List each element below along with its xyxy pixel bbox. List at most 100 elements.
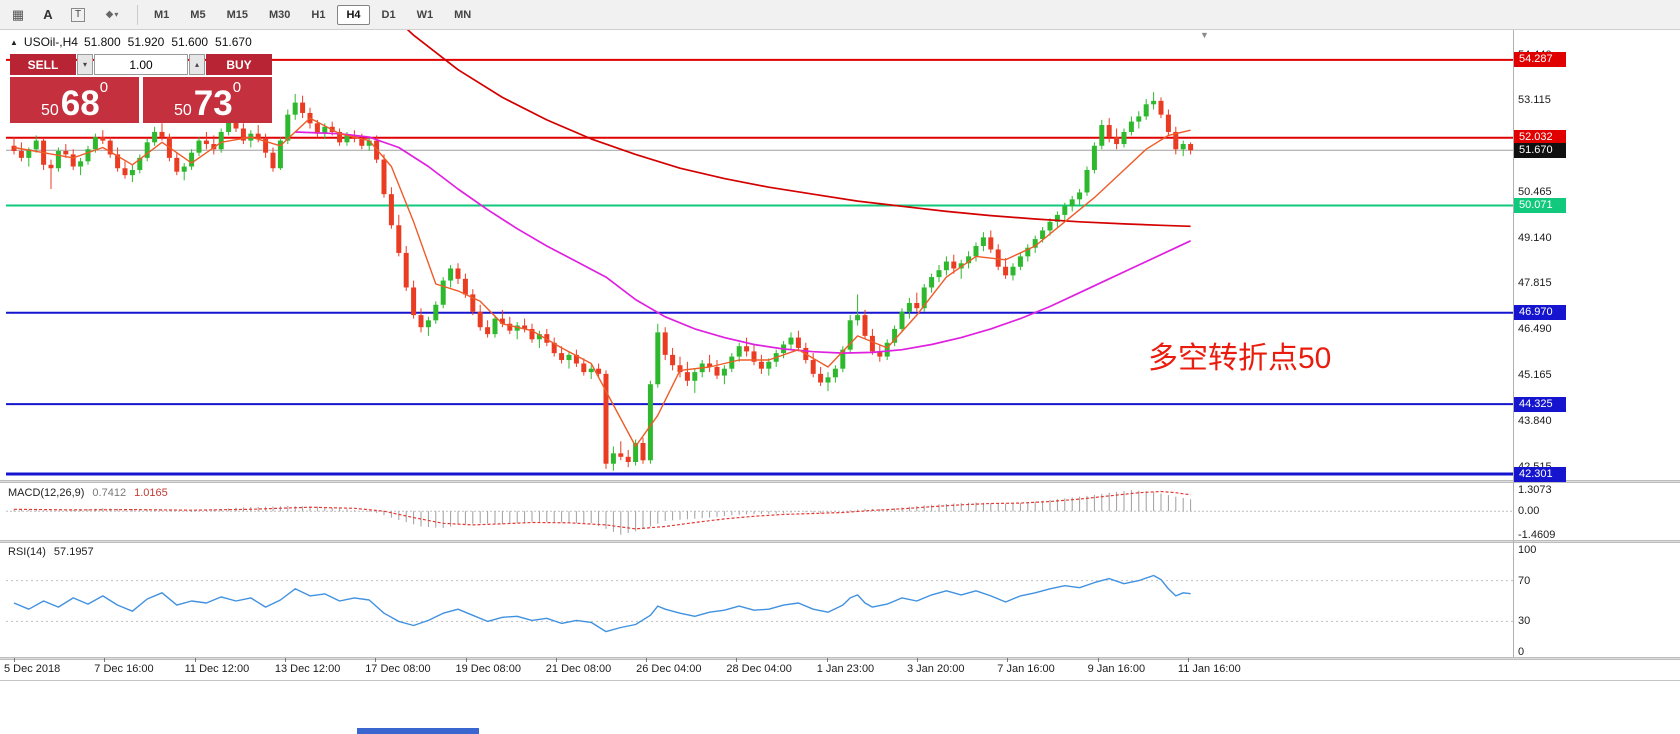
price-tick-label: 50.465: [1518, 185, 1552, 198]
candle-body: [196, 140, 202, 153]
candle-body: [559, 353, 565, 361]
candle-body: [181, 166, 187, 172]
candle-body: [966, 256, 972, 264]
grid-tool-button[interactable]: ▦: [4, 3, 32, 27]
timeframe-button-w1[interactable]: W1: [416, 8, 434, 21]
macd-rsi-splitter[interactable]: [0, 540, 1680, 543]
timeframe-button-h1[interactable]: H1: [311, 8, 326, 21]
label-tool-button[interactable]: A: [34, 3, 62, 27]
buy-price-big-digits: 73: [193, 84, 233, 124]
candle-body: [921, 287, 927, 309]
candle-body: [1025, 247, 1031, 257]
price-axis-border: [1513, 30, 1514, 657]
candle-body: [144, 142, 150, 158]
candle-body: [914, 303, 920, 309]
time-label: 5 Dec 2018: [4, 663, 61, 675]
bottom-tab-fragment[interactable]: [357, 728, 479, 734]
candle-body: [892, 328, 898, 343]
time-label: 9 Jan 16:00: [1087, 663, 1146, 675]
timeframe-button-mn[interactable]: MN: [454, 8, 472, 21]
candle-body: [270, 152, 276, 169]
candle-body: [1091, 145, 1097, 170]
candle-body: [869, 335, 875, 352]
candle-body: [929, 277, 935, 288]
candle-body: [418, 315, 424, 328]
candle-body: [240, 128, 246, 141]
candle-body: [1180, 144, 1186, 150]
candle-body: [744, 346, 750, 352]
candle-body: [936, 270, 942, 278]
candle-body: [655, 332, 661, 385]
rsi-scale-label: 30: [1518, 615, 1531, 628]
candle-body: [536, 334, 542, 340]
sell-button[interactable]: SELL: [10, 54, 76, 75]
volume-input[interactable]: [94, 54, 188, 75]
buy-button[interactable]: BUY: [206, 54, 272, 75]
candle-body: [85, 149, 91, 162]
candle-body: [899, 311, 905, 329]
rsi-scale-label: 100: [1518, 544, 1537, 556]
rsi-label: RSI(14) 57.1957: [8, 546, 94, 558]
candle-body: [277, 140, 283, 169]
symbol-period-label: USOil-,H4: [23, 35, 78, 49]
one-click-toggle-icon[interactable]: ▲: [10, 37, 18, 47]
candle-body: [951, 261, 957, 269]
price-badge-52.032: 52.032: [1514, 130, 1566, 146]
candle-body: [1054, 214, 1060, 222]
sell-price-display[interactable]: 50 68 0: [10, 77, 139, 123]
chart-shift-marker-icon[interactable]: ▼: [1200, 30, 1209, 40]
candle-body: [877, 351, 883, 357]
bottom-strip: [0, 681, 1680, 734]
candle-body: [344, 135, 350, 143]
volume-decrease-button[interactable]: ▾: [77, 54, 93, 75]
candle-body: [440, 280, 446, 305]
candle-body: [522, 325, 528, 329]
sell-price-prefix: 50: [40, 102, 59, 119]
sell-price-sup-digit: 0: [99, 79, 109, 96]
candle-body: [840, 349, 846, 369]
time-tick: [1187, 658, 1189, 662]
medium-ma-line[interactable]: [295, 131, 1191, 354]
candle-body: [26, 149, 32, 158]
timeframe-button-h4[interactable]: H4: [337, 4, 370, 25]
candle-body: [359, 138, 365, 146]
rsi-canvas[interactable]: [0, 543, 1513, 657]
candle-body: [980, 237, 986, 246]
time-tick: [465, 658, 467, 662]
timeframe-button-m15[interactable]: M15: [226, 8, 248, 21]
fast-ma-line[interactable]: [13, 117, 1191, 448]
price-badge-42.301: 42.301: [1514, 466, 1566, 482]
candle-body: [263, 138, 269, 153]
time-label: 21 Dec 08:00: [545, 663, 612, 675]
timeframe-button-d1[interactable]: D1: [381, 8, 396, 21]
timeframe-button-m30[interactable]: M30: [268, 8, 291, 21]
candle-body: [218, 131, 224, 150]
volume-increase-button[interactable]: ▴: [189, 54, 205, 75]
candle-body: [159, 131, 165, 138]
rsi-line: [13, 574, 1191, 633]
buy-price-display[interactable]: 50 73 0: [143, 77, 272, 123]
candle-body: [988, 237, 994, 250]
candle-body: [381, 159, 387, 195]
candle-body: [766, 361, 772, 369]
time-label: 7 Dec 16:00: [94, 663, 154, 675]
candle-body: [677, 365, 683, 373]
time-label: 7 Jan 16:00: [997, 663, 1055, 675]
slow-ma-line[interactable]: [369, 30, 1191, 228]
low-value: 51.600: [171, 35, 209, 49]
time-label: 13 Dec 12:00: [274, 663, 341, 675]
shapes-tool-button[interactable]: ◆ ▾: [94, 3, 130, 27]
candle-body: [1106, 125, 1112, 138]
macd-canvas[interactable]: [0, 483, 1513, 541]
timeframe-button-m1[interactable]: M1: [154, 8, 170, 21]
price-tick-label: 45.165: [1518, 369, 1552, 382]
time-tick: [194, 658, 196, 662]
candle-body: [226, 119, 232, 132]
candle-body: [721, 368, 727, 376]
text-tool-button[interactable]: T: [64, 3, 92, 27]
main-chart-canvas[interactable]: [0, 30, 1513, 481]
candle-body: [1099, 125, 1105, 146]
chart-macd-splitter[interactable]: [0, 480, 1680, 483]
timeframe-button-m5[interactable]: M5: [190, 8, 206, 21]
